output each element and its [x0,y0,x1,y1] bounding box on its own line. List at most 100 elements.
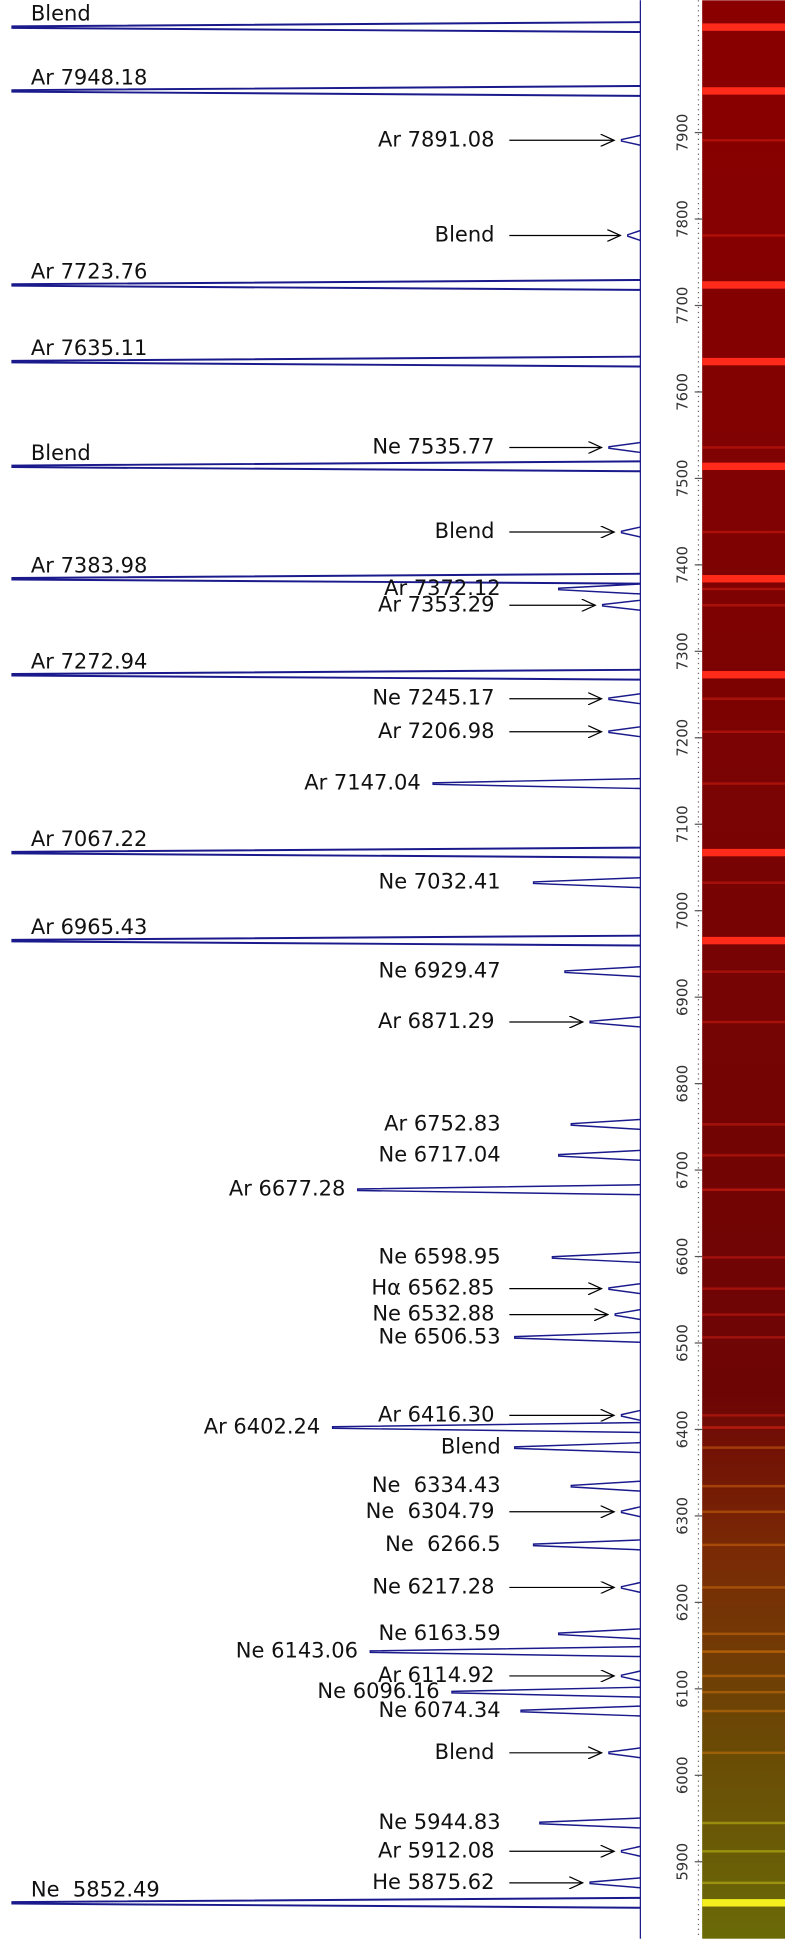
strip-line [702,1414,785,1416]
emission-peak [433,779,640,789]
emission-peak [358,1185,641,1195]
strip-line [702,1691,785,1693]
strip-line [702,1188,785,1190]
strip-line [702,1287,785,1289]
line-label: Ne 7245.17 [372,685,494,710]
line-label: Blend [441,1434,501,1459]
emission-peak [571,1119,640,1129]
strip-line [702,588,785,590]
line-label: Ar 7635.11 [31,335,148,360]
strip-line [702,881,785,883]
line-label: Ne 6532.88 [372,1301,494,1326]
emission-peak [609,443,640,453]
line-label: Ar 7272.94 [31,648,148,673]
line-label: Ne 5944.83 [379,1809,501,1834]
emission-peak [559,584,641,594]
y-tick-label: 6200 [675,1583,692,1621]
y-tick-label: 6700 [675,1151,692,1189]
line-label: Ar 7353.29 [378,591,495,616]
strip-line [702,1485,785,1487]
strip-line [702,358,785,365]
y-tick-label: 6600 [675,1238,692,1276]
line-label: Ar 5912.08 [378,1837,495,1862]
strip-line [702,782,785,784]
emission-peak [559,1150,641,1160]
line-label: Ne 7032.41 [379,869,501,894]
emission-peak [622,1410,641,1420]
emission-peak [609,1748,640,1758]
y-tick-label: 7900 [675,114,692,152]
line-label: Ar 7723.76 [31,259,148,284]
strip-line [702,1544,785,1546]
line-label: Ar 6677.28 [229,1176,346,1201]
emission-peak [622,1507,641,1517]
emission-peak [515,1443,641,1453]
emission-peak [609,727,640,737]
emission-peak [370,1647,640,1657]
strip-line [702,531,785,533]
line-label: Ne 6217.28 [372,1573,494,1598]
y-tick-label: 6100 [675,1670,692,1708]
emission-peak [615,1310,640,1320]
strip-line [702,1446,785,1448]
emission-peak [534,878,641,888]
y-tick-label: 6000 [675,1756,692,1794]
emission-peak [565,967,640,977]
line-label: Ne 6163.59 [379,1620,501,1645]
strip-line [702,698,785,700]
line-label: He 5875.62 [372,1869,494,1894]
y-tick-label: 7600 [675,373,692,411]
strip-line [702,139,785,141]
y-tick-label: 7400 [675,546,692,584]
emission-peak [571,1481,640,1491]
strip-line [702,1021,785,1023]
emission-peak [521,1706,640,1716]
strip-line [702,1752,785,1754]
y-tick-label: 6800 [675,1065,692,1103]
strip-line [702,1336,785,1338]
chart: 5900600061006200630064006500660067006800… [0,0,785,1939]
line-label: Ne 6598.95 [379,1243,501,1268]
line-label: Ne 5852.49 [31,1876,160,1901]
emission-peak [622,1846,641,1856]
emission-peak [609,694,640,704]
emission-peak [12,461,640,471]
strip-line [702,1650,785,1652]
emission-peak [622,1582,641,1592]
line-label: Ar 6965.43 [31,914,148,939]
strip-line [702,1511,785,1513]
line-label: Ar 6402.24 [204,1414,321,1439]
strip-line [702,671,785,678]
emission-peak [452,1687,640,1697]
emission-peak [590,1878,640,1888]
line-label: Ar 6752.83 [384,1110,501,1135]
line-label: Blend [435,518,495,543]
y-tick-label: 7200 [675,719,692,757]
line-label: Ne 6506.53 [379,1323,501,1348]
strip-line [702,1154,785,1156]
line-label: Ne 6717.04 [379,1141,501,1166]
line-label: Blend [31,1,91,26]
line-label: Ne 6929.47 [379,958,501,983]
line-label: Ar 7067.22 [31,826,148,851]
strip-line [702,1426,785,1428]
strip-line [702,937,785,944]
strip-line [702,1822,785,1824]
y-tick-label: 7000 [675,892,692,930]
emission-peak [622,135,641,145]
line-label: Ne 6266.5 [385,1531,500,1556]
y-tick-label: 6500 [675,1324,692,1362]
strip-line [702,446,785,448]
line-label: Ar 7891.08 [378,126,495,151]
emission-peak [515,1332,641,1342]
strip-line [702,849,785,856]
line-label: Blend [31,440,91,465]
emission-peak [534,1540,641,1550]
line-label: Ar 6416.30 [378,1401,495,1426]
emission-peak [12,22,640,32]
y-tick-label: 7300 [675,632,692,670]
line-label: Hα 6562.85 [371,1275,494,1300]
strip-line [702,281,785,288]
y-tick-label: 7700 [675,287,692,325]
strip-line [702,970,785,972]
